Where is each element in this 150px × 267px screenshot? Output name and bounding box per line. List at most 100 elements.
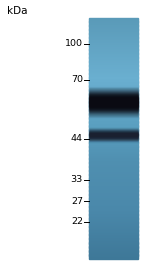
Bar xyxy=(89,125,138,127)
Bar xyxy=(89,205,138,206)
Bar xyxy=(89,253,138,254)
Bar xyxy=(89,153,138,154)
Text: 70: 70 xyxy=(71,76,83,84)
Bar xyxy=(89,91,138,92)
Bar xyxy=(89,234,138,235)
Bar xyxy=(89,254,138,256)
Bar xyxy=(89,137,138,138)
Bar xyxy=(89,41,138,42)
Text: kDa: kDa xyxy=(8,6,28,16)
Bar xyxy=(89,223,138,224)
Bar xyxy=(89,200,138,201)
Bar xyxy=(89,89,138,91)
Bar xyxy=(89,47,138,48)
Text: 33: 33 xyxy=(70,175,83,184)
Bar xyxy=(89,144,138,145)
Bar xyxy=(89,117,138,118)
Bar xyxy=(89,141,138,142)
Text: 22: 22 xyxy=(71,217,83,226)
Bar xyxy=(89,135,138,136)
Bar xyxy=(89,238,138,239)
Bar xyxy=(89,173,138,174)
Bar xyxy=(89,186,138,187)
Bar xyxy=(89,119,138,120)
Bar xyxy=(89,224,138,225)
Bar xyxy=(89,110,138,111)
Bar xyxy=(89,100,138,101)
Bar xyxy=(89,197,138,198)
Bar xyxy=(89,183,138,184)
Bar xyxy=(89,43,138,44)
Bar xyxy=(89,236,138,237)
Bar xyxy=(89,207,138,208)
Bar xyxy=(89,162,138,163)
Bar xyxy=(89,245,138,246)
Bar xyxy=(89,115,138,116)
Bar xyxy=(89,25,138,26)
Bar xyxy=(89,57,138,58)
Bar xyxy=(89,59,138,60)
Bar xyxy=(89,190,138,191)
Bar xyxy=(89,124,138,125)
Bar xyxy=(89,91,138,92)
Bar xyxy=(89,201,138,202)
Bar xyxy=(89,174,138,175)
Bar xyxy=(89,176,138,177)
Bar xyxy=(89,83,138,84)
Bar xyxy=(89,239,138,240)
Bar xyxy=(89,221,138,222)
Bar xyxy=(89,93,138,94)
Bar xyxy=(89,256,138,257)
Bar xyxy=(89,249,138,250)
Bar xyxy=(89,26,138,27)
Bar xyxy=(89,129,138,131)
Bar xyxy=(89,195,138,196)
Bar xyxy=(89,149,138,150)
Bar xyxy=(89,150,138,151)
Bar xyxy=(89,139,138,140)
Bar xyxy=(89,169,138,170)
Bar xyxy=(89,122,138,123)
Bar xyxy=(89,257,138,258)
Bar xyxy=(89,178,138,179)
Bar xyxy=(89,222,138,223)
Bar xyxy=(89,67,138,68)
Bar xyxy=(89,78,138,79)
Bar xyxy=(89,41,138,42)
Bar xyxy=(89,147,138,148)
Bar xyxy=(89,118,138,119)
Bar xyxy=(89,37,138,38)
Text: 27: 27 xyxy=(71,197,83,206)
Bar xyxy=(89,216,138,217)
Bar xyxy=(89,79,138,80)
Bar xyxy=(89,116,138,117)
Bar xyxy=(89,180,138,181)
Bar xyxy=(89,36,138,37)
Bar xyxy=(89,76,138,77)
Bar xyxy=(89,126,138,127)
Bar xyxy=(89,241,138,242)
Bar xyxy=(89,163,138,164)
Bar xyxy=(89,99,138,100)
Bar xyxy=(89,120,138,121)
Bar xyxy=(89,155,138,156)
Bar xyxy=(89,45,138,46)
Bar xyxy=(89,69,138,70)
Bar xyxy=(89,64,138,65)
Bar xyxy=(89,108,138,109)
Bar xyxy=(89,193,138,194)
Bar xyxy=(89,174,138,175)
Bar xyxy=(89,225,138,226)
Bar xyxy=(89,246,138,248)
Bar xyxy=(89,210,138,211)
Bar xyxy=(89,107,138,108)
Bar xyxy=(89,34,138,35)
Bar xyxy=(89,74,138,75)
Bar xyxy=(89,167,138,168)
Bar xyxy=(89,214,138,215)
Bar xyxy=(89,87,138,88)
Bar xyxy=(89,255,138,256)
Bar xyxy=(89,158,138,159)
Bar xyxy=(89,89,138,90)
Bar xyxy=(89,160,138,161)
